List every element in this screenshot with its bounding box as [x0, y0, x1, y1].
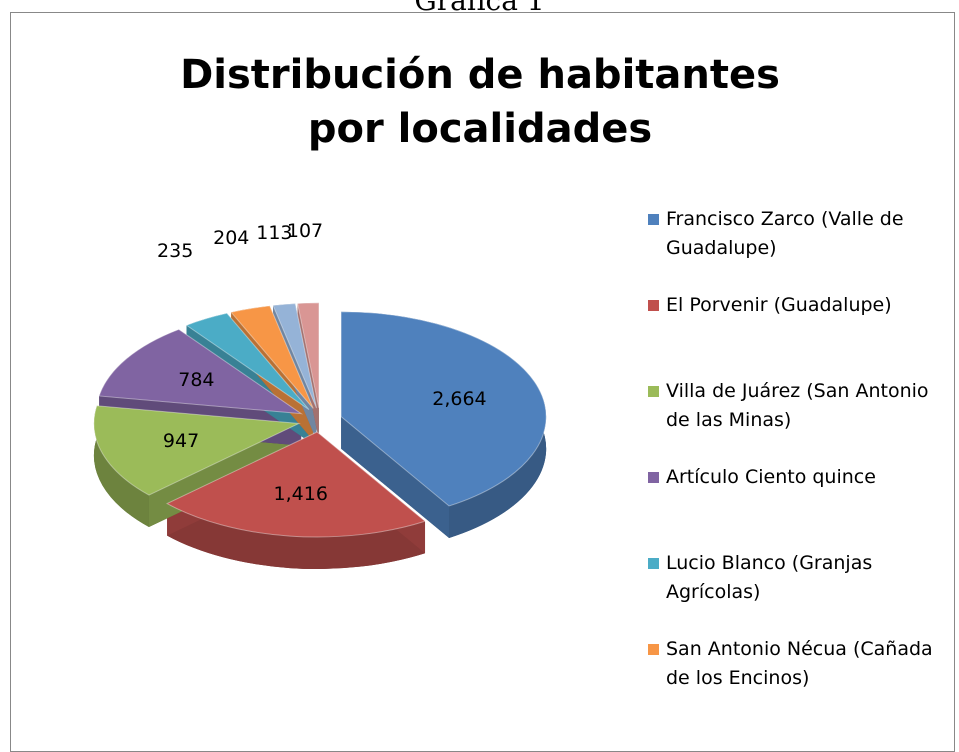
pie-slice	[166, 431, 427, 538]
chart-title: Distribución de habitantes por localidad…	[180, 52, 780, 152]
legend-label: Lucio Blanco (Granjas Agrícolas)	[666, 552, 873, 603]
data-label: 784	[178, 369, 214, 391]
legend-item: Francisco Zarco (Valle de Guadalupe)	[648, 205, 948, 291]
legend-label: Artículo Ciento quince	[666, 466, 876, 488]
legend-swatch	[648, 472, 659, 483]
legend-item: El Porvenir (Guadalupe)	[648, 291, 948, 377]
pie-slice	[93, 405, 301, 496]
legend-swatch	[648, 644, 659, 655]
pie-slice	[340, 311, 547, 507]
slice-wall	[167, 503, 426, 569]
legend-label: Francisco Zarco (Valle de Guadalupe)	[666, 208, 904, 259]
data-label: 947	[163, 430, 199, 452]
page: Gráfica 1 Distribución de habitantes por…	[10, 0, 955, 752]
pie-slice	[272, 303, 318, 409]
data-label: 107	[287, 220, 323, 242]
pie-slice	[185, 312, 310, 410]
data-label: 113	[256, 222, 292, 244]
legend-swatch	[648, 214, 659, 225]
pie-slice	[230, 305, 314, 409]
legend-swatch	[648, 386, 659, 397]
data-label: 2,664	[432, 388, 486, 410]
data-label: 235	[157, 240, 193, 262]
pie-slice	[98, 328, 304, 415]
legend-item: Villa de Juárez (San Antonio de las Mina…	[648, 377, 948, 463]
data-label: 1,416	[274, 483, 328, 505]
legend-item: Lucio Blanco (Granjas Agrícolas)	[648, 549, 948, 635]
data-label: 204	[213, 227, 249, 249]
legend-item: San Antonio Nécua (Cañada de los Encinos…	[648, 635, 948, 721]
legend-label: San Antonio Nécua (Cañada de los Encinos…	[666, 638, 933, 689]
slice-wall	[93, 405, 149, 528]
slice-radial	[341, 311, 450, 538]
legend-label: Villa de Juárez (San Antonio de las Mina…	[666, 380, 929, 431]
legend-swatch	[648, 300, 659, 311]
legend-swatch	[648, 558, 659, 569]
legend-label: El Porvenir (Guadalupe)	[666, 294, 892, 316]
legend: Francisco Zarco (Valle de Guadalupe) El P…	[648, 205, 948, 721]
pie-slice	[296, 302, 320, 409]
legend-item: Artículo Ciento quince	[648, 463, 948, 549]
